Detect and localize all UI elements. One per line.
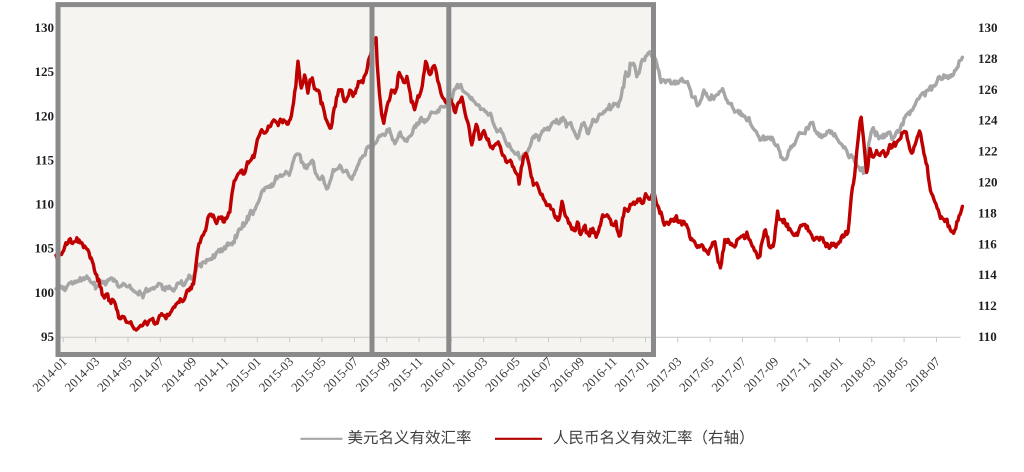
svg-text:110: 110 <box>978 329 997 344</box>
svg-text:126: 126 <box>978 82 998 97</box>
svg-text:118: 118 <box>978 205 997 220</box>
svg-text:130: 130 <box>35 20 55 35</box>
svg-text:100: 100 <box>35 285 55 300</box>
svg-text:114: 114 <box>978 267 997 282</box>
svg-text:120: 120 <box>35 108 55 123</box>
svg-text:95: 95 <box>41 329 55 344</box>
svg-text:105: 105 <box>35 241 55 256</box>
svg-text:130: 130 <box>978 20 998 35</box>
svg-text:122: 122 <box>978 144 998 159</box>
svg-text:110: 110 <box>35 197 54 212</box>
svg-text:115: 115 <box>35 152 54 167</box>
svg-text:124: 124 <box>978 113 998 128</box>
svg-text:120: 120 <box>978 175 998 190</box>
svg-text:116: 116 <box>978 236 997 251</box>
svg-text:125: 125 <box>35 64 55 79</box>
svg-text:112: 112 <box>978 298 997 313</box>
svg-text:128: 128 <box>978 51 998 66</box>
